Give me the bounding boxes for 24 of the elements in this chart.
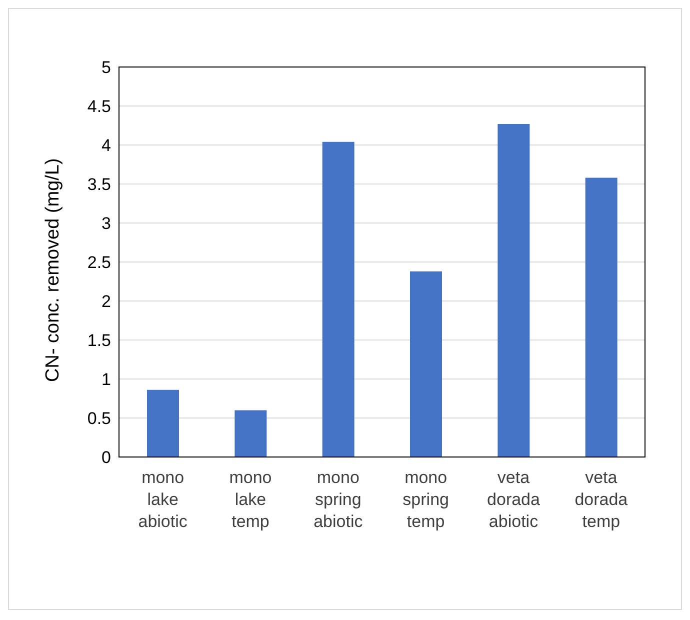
y-tick-label: 3 [102,214,111,234]
bar [234,410,267,457]
y-tick-label: 0.5 [87,409,111,428]
x-tick-label: mono spring temp [402,468,449,531]
bar [410,271,442,457]
x-tick-label: veta dorada temp [574,468,628,531]
bar [147,390,179,457]
x-tick-label: mono lake abiotic [138,468,188,531]
bar [585,178,618,457]
y-tick-label: 5 [102,58,111,78]
y-tick-label: 4 [102,136,111,156]
y-tick-label: 2 [102,292,111,312]
y-tick-label: 2.5 [87,253,111,272]
bar [322,142,354,457]
y-tick-label: 4.5 [87,97,111,116]
x-tick-label: mono lake temp [229,468,272,531]
bar [498,124,530,457]
y-axis-title: CN- conc. removed (mg/L) [42,158,64,382]
y-tick-label: 3.5 [87,175,111,194]
y-tick-label: 1 [102,370,111,390]
y-tick-label: 0 [102,448,111,468]
y-tick-label: 1.5 [87,331,111,350]
x-tick-label: mono spring abiotic [314,468,364,531]
x-tick-label: veta dorada abiotic [487,468,541,531]
